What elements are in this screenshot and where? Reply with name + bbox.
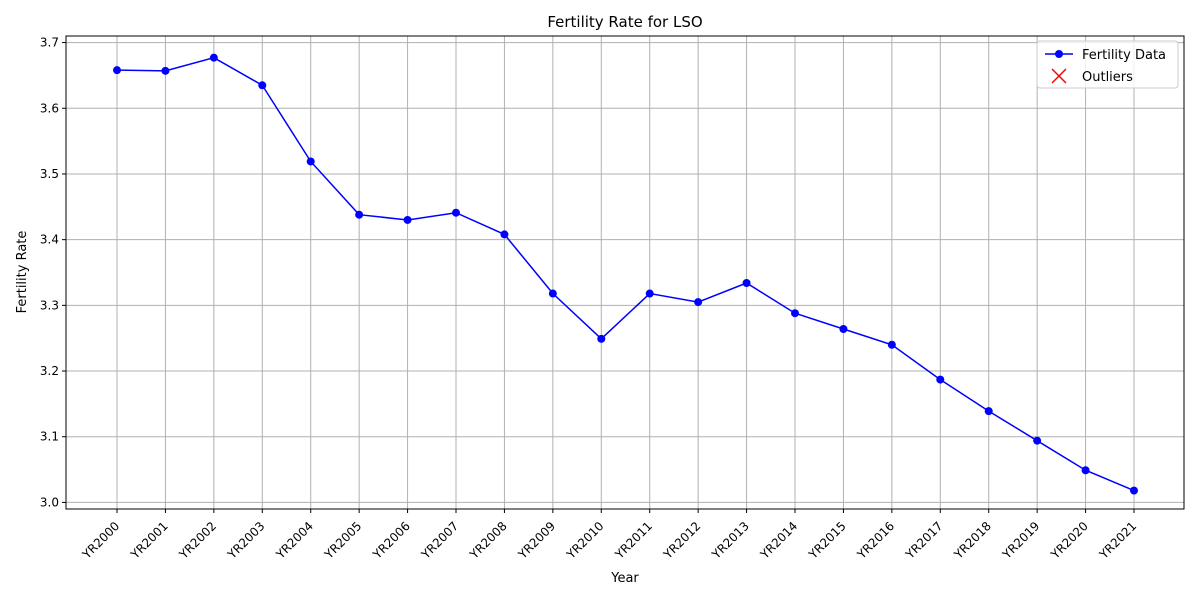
data-point <box>984 407 993 416</box>
data-point <box>1081 466 1090 475</box>
series-line <box>116 56 1135 492</box>
data-point <box>597 334 606 343</box>
y-tick-label: 3.0 <box>40 495 59 509</box>
data-point <box>452 208 460 217</box>
x-tick-label: YR2002 <box>176 519 219 562</box>
data-point <box>355 210 364 219</box>
data-point <box>258 81 267 90</box>
x-tick-label: YR2001 <box>127 519 170 562</box>
data-point <box>161 66 170 75</box>
x-tick-label: YR2008 <box>466 519 509 562</box>
x-tick: YR2021 <box>1096 509 1139 562</box>
data-point <box>694 298 703 307</box>
x-tick-label: YR2021 <box>1096 519 1139 562</box>
data-point <box>500 230 509 239</box>
x-tick-label: YR2000 <box>79 519 122 562</box>
data-point <box>403 215 412 224</box>
y-tick-label: 3.6 <box>40 101 59 115</box>
series-fertility-data <box>113 53 1138 495</box>
x-tick: YR2001 <box>127 509 171 562</box>
data-point <box>791 309 799 318</box>
x-tick-label: YR2018 <box>951 519 994 562</box>
data-point <box>936 375 945 384</box>
y-axis: 3.0 3.1 3.2 3.3 3.4 3.5 3.6 3.7 <box>40 36 66 509</box>
x-tick: YR2017 <box>902 509 946 562</box>
x-tick-label: YR2017 <box>902 519 945 562</box>
y-tick: 3.7 <box>40 36 66 50</box>
x-tick: YR2014 <box>757 509 800 562</box>
legend-marker-fertility-data <box>1055 50 1063 58</box>
legend-marker-outliers <box>1051 68 1067 84</box>
x-tick-label: YR2003 <box>224 519 267 562</box>
data-point <box>1130 486 1138 495</box>
y-axis-label: Fertility Rate <box>15 231 30 314</box>
data-point <box>306 157 315 166</box>
x-tick-label: YR2005 <box>321 519 364 562</box>
plot-frame <box>65 35 1185 510</box>
x-tick-label: YR2015 <box>805 519 848 562</box>
x-tick-label: YR2016 <box>854 519 897 562</box>
data-point <box>645 289 654 298</box>
x-axis-label: Year <box>610 571 639 586</box>
x-tick: YR2003 <box>224 509 268 562</box>
x-tick-label: YR2009 <box>515 519 558 562</box>
x-tick: YR2013 <box>709 509 752 562</box>
data-point <box>1033 436 1042 445</box>
y-tick: 3.1 <box>40 430 66 444</box>
x-tick: YR2007 <box>418 509 461 562</box>
y-tick-label: 3.1 <box>40 430 59 444</box>
x-tick: YR2004 <box>273 509 316 562</box>
x-tick: YR2008 <box>466 509 510 562</box>
y-tick-label: 3.4 <box>40 233 59 247</box>
y-tick: 3.4 <box>40 233 66 247</box>
x-tick: YR2009 <box>515 509 558 562</box>
y-tick: 3.6 <box>40 101 66 115</box>
y-tick-label: 3.3 <box>40 298 59 312</box>
x-tick: YR2005 <box>321 509 364 562</box>
x-tick-label: YR2006 <box>370 519 413 562</box>
y-tick: 3.0 <box>40 495 66 509</box>
x-tick-label: YR2011 <box>612 519 655 562</box>
x-tick: YR2000 <box>79 509 122 562</box>
y-tick-label: 3.2 <box>40 364 59 378</box>
y-tick: 3.5 <box>40 167 66 181</box>
data-point <box>209 53 218 62</box>
legend-label-fertility-data: Fertility Data <box>1082 48 1166 63</box>
legend: Fertility Data Outliers <box>1036 40 1179 89</box>
grid <box>66 36 1184 509</box>
data-point <box>113 66 121 75</box>
x-tick: YR2011 <box>612 509 655 562</box>
x-tick: YR2015 <box>805 509 849 562</box>
x-tick: YR2012 <box>660 509 703 562</box>
x-tick: YR2010 <box>563 509 607 562</box>
y-tick: 3.2 <box>40 364 66 378</box>
x-tick-label: YR2007 <box>418 519 461 562</box>
x-tick: YR2018 <box>951 509 994 562</box>
x-tick: YR2020 <box>1048 509 1091 562</box>
x-tick-label: YR2013 <box>709 519 752 562</box>
data-point <box>548 289 557 298</box>
y-tick-label: 3.7 <box>40 36 59 50</box>
x-tick: YR2006 <box>370 509 413 562</box>
y-tick-label: 3.5 <box>40 167 59 181</box>
legend-label-outliers: Outliers <box>1082 70 1133 85</box>
x-tick-label: YR2010 <box>563 519 606 562</box>
legend-box <box>1036 40 1179 89</box>
x-tick-label: YR2014 <box>757 519 800 562</box>
x-tick-label: YR2020 <box>1048 519 1091 562</box>
chart-title: Fertility Rate for LSO <box>547 13 702 31</box>
data-point <box>887 340 896 349</box>
x-tick-label: YR2004 <box>273 519 316 562</box>
x-tick-label: YR2012 <box>660 519 703 562</box>
data-point <box>742 279 751 288</box>
x-tick: YR2019 <box>999 509 1042 562</box>
x-tick: YR2016 <box>854 509 897 562</box>
y-tick: 3.3 <box>40 298 66 312</box>
x-tick-label: YR2019 <box>999 519 1042 562</box>
x-tick: YR2002 <box>176 509 219 562</box>
data-point <box>839 324 848 333</box>
x-axis: YR2000 YR2001 YR2002 YR2003 YR2004 YR2005 YR20… <box>79 509 1139 562</box>
